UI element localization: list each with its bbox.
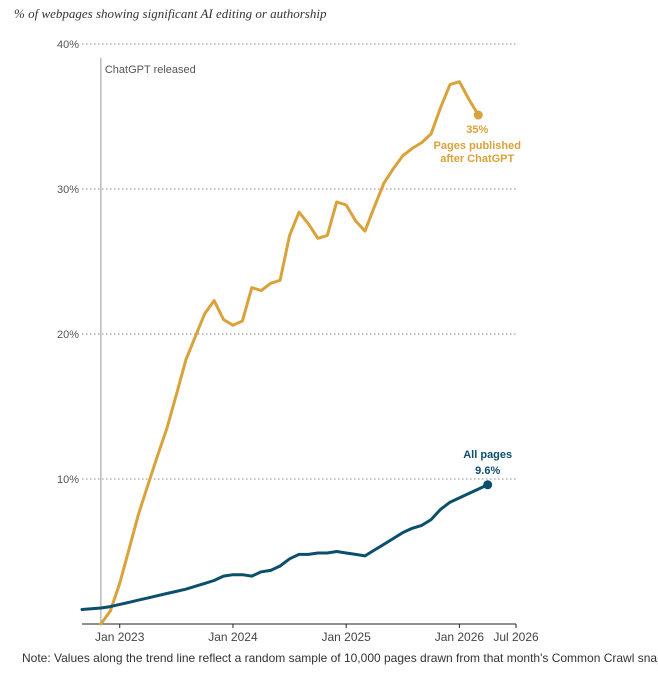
x-tick-label: Jan 2025 — [321, 630, 371, 644]
y-tick-label: 20% — [57, 329, 79, 341]
axes: 10% 20% 30% 40% Jan 2023 Jan 2024 Jan 2025 Jan … — [57, 39, 539, 644]
chart-subtitle: % of webpages showing significant AI edi… — [14, 6, 327, 21]
series-name-label-0: Pages published — [434, 140, 521, 152]
series-name-label-1: All pages — [463, 449, 512, 461]
y-tick-label: 40% — [57, 39, 79, 51]
series-line-0 — [99, 80, 480, 626]
y-tick-label: 30% — [57, 184, 79, 196]
x-tick-label: Jan 2024 — [208, 630, 258, 644]
series-name-label-0: after ChatGPT — [440, 153, 514, 165]
series-line-1 — [80, 483, 490, 611]
line-chart: 10% 20% 30% 40% Jan 2023 Jan 2024 Jan 2025 Jan … — [57, 39, 539, 644]
series-end-marker-1 — [483, 480, 493, 490]
series-end-marker-0 — [473, 110, 483, 120]
annotation: ChatGPT released — [100, 58, 196, 624]
x-tick-label: Jan 2023 — [95, 630, 145, 644]
y-tick-label: 10% — [57, 474, 79, 486]
gridlines — [82, 43, 516, 480]
chart-note: Note: Values along the trend line reflec… — [22, 651, 658, 665]
series-end-value-1: 9.6% — [475, 465, 500, 477]
x-tick-label: Jan 2026 — [435, 630, 485, 644]
series-end-value-0: 35% — [466, 124, 488, 136]
chatgpt-release-label: ChatGPT released — [105, 64, 196, 76]
x-tick-label: Jul 2026 — [493, 630, 539, 644]
series — [80, 80, 493, 626]
